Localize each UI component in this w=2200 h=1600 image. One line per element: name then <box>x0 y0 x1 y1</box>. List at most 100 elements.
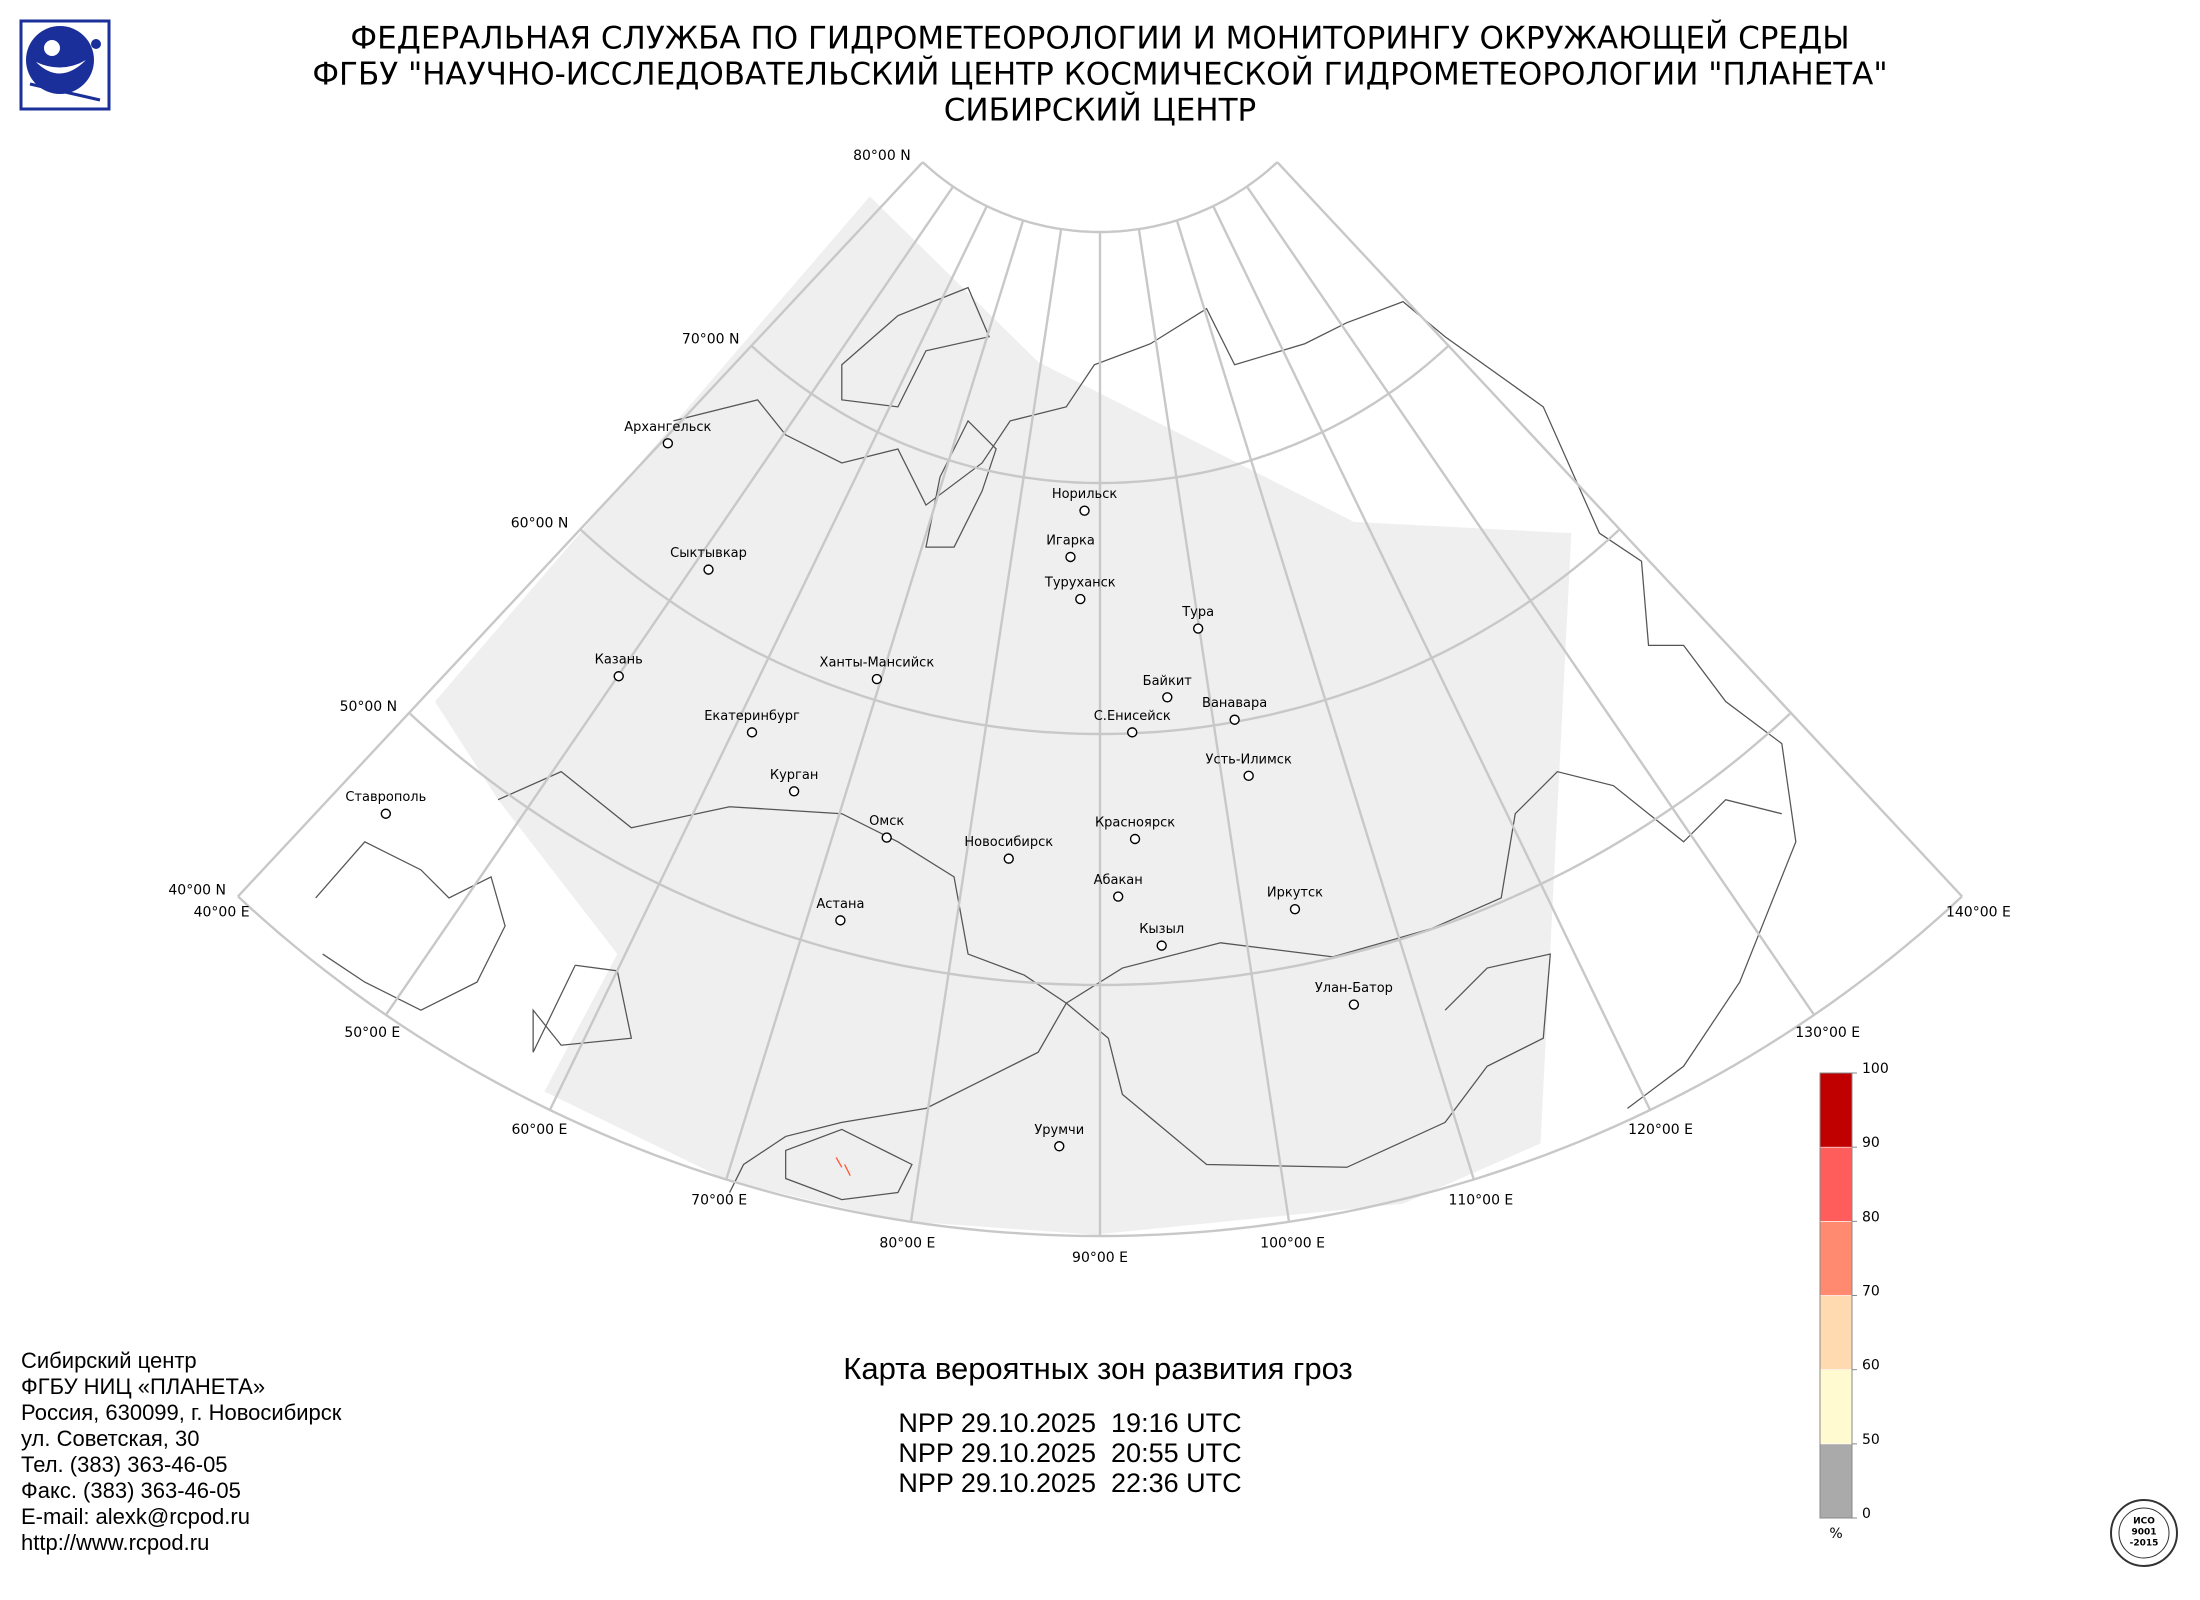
colorbar-segment <box>1819 1369 1853 1445</box>
city-label: Ханты-Мансийск <box>820 656 935 671</box>
meridian <box>384 185 955 1016</box>
city-label: Иркутск <box>1267 886 1323 901</box>
colorbar-segment <box>1819 1295 1853 1370</box>
meridian <box>1212 205 1652 1111</box>
colorbar-tick-label: 90 <box>1862 1135 1880 1151</box>
city-label: Усть-Илимск <box>1206 752 1292 767</box>
city-label: Тура <box>1181 605 1214 620</box>
lon-label: 140°00 E <box>1946 905 2011 921</box>
coverage-area <box>434 196 1572 1235</box>
city-marker <box>613 671 624 682</box>
city-marker <box>1229 714 1240 725</box>
city-label: Урумчи <box>1034 1123 1084 1138</box>
meridian <box>1245 185 1816 1016</box>
city-label: Новосибирск <box>964 835 1053 850</box>
lat-label: 70°00 N <box>682 332 740 348</box>
thunder-zone <box>835 1157 851 1177</box>
meridian <box>1276 161 1963 898</box>
contact-line: ФГБУ НИЦ «ПЛАНЕТА» <box>21 1374 265 1399</box>
badge-text: -2015 <box>2130 1539 2159 1549</box>
city-label: Астана <box>816 897 864 912</box>
city-marker <box>1054 1141 1065 1152</box>
badge-text: 9001 <box>2131 1528 2156 1538</box>
lon-label: 120°00 E <box>1628 1122 1693 1138</box>
city-marker <box>1156 940 1167 951</box>
city-label: Ванавара <box>1202 696 1267 711</box>
city-marker <box>835 915 846 926</box>
meridian <box>1175 220 1475 1180</box>
contact-line: ул. Советская, 30 <box>21 1426 199 1451</box>
colorbar-tick-label: 100 <box>1862 1061 1889 1077</box>
city-marker <box>703 564 714 575</box>
city-marker <box>1162 692 1173 703</box>
lat-label: 60°00 N <box>511 515 569 531</box>
lat-label: 50°00 N <box>340 699 398 715</box>
lat-label: 40°00 N <box>168 882 226 898</box>
contact-line: http://www.rcpod.ru <box>21 1530 209 1555</box>
city-label: Архангельск <box>624 420 711 435</box>
city-marker <box>380 808 392 819</box>
city-marker <box>788 786 800 797</box>
city-label: Курган <box>770 768 818 783</box>
city-label: С.Енисейск <box>1094 709 1171 724</box>
colorbar-tick-label: 60 <box>1862 1358 1880 1374</box>
colorbar-segment <box>1819 1072 1853 1148</box>
pass-time: NPP 29.10.2025 19:16 UTC <box>898 1408 1241 1438</box>
header-line: СИБИРСКИЙ ЦЕНТР <box>944 93 1256 129</box>
lon-label: 60°00 E <box>511 1122 567 1138</box>
city-label: Красноярск <box>1095 815 1175 830</box>
colorbar-tick-label: 50 <box>1862 1432 1880 1448</box>
meridian <box>1137 228 1291 1222</box>
city-marker <box>871 673 883 685</box>
header-line: ФГБУ "НАУЧНО-ИССЛЕДОВАТЕЛЬСКИЙ ЦЕНТР КОС… <box>312 57 1887 93</box>
boundaries <box>315 286 1797 1201</box>
city-label: Кызыл <box>1139 922 1184 937</box>
city-label: Игарка <box>1046 533 1095 548</box>
city-label: Омск <box>869 814 904 829</box>
city-marker <box>1289 903 1301 915</box>
city-marker <box>1348 999 1360 1010</box>
contact-line: Россия, 630099, г. Новосибирск <box>21 1400 342 1425</box>
city-label: Туруханск <box>1044 576 1116 591</box>
city-marker <box>662 438 674 449</box>
city-marker <box>1079 505 1090 516</box>
lon-label: 80°00 E <box>879 1236 935 1252</box>
city-marker <box>1065 551 1076 563</box>
product-info: Карта вероятных зон развития гроз NPP 29… <box>843 1351 1352 1498</box>
header-line: ФЕДЕРАЛЬНАЯ СЛУЖБА ПО ГИДРОМЕТЕОРОЛОГИИ … <box>350 21 1849 57</box>
city-marker <box>1003 853 1014 864</box>
lon-label: 70°00 E <box>691 1192 747 1208</box>
city-label: Улан-Батор <box>1315 981 1393 996</box>
city-label: Казань <box>595 653 643 668</box>
badge-text: ИСО <box>2133 1517 2155 1527</box>
city-marker <box>1075 593 1086 605</box>
meridian <box>909 228 1063 1222</box>
colorbar-tick-label: 0 <box>1862 1506 1871 1522</box>
contact-line: Тел. (383) 363-46-05 <box>21 1452 228 1477</box>
city-label: Абакан <box>1094 873 1143 888</box>
header: ФЕДЕРАЛЬНАЯ СЛУЖБА ПО ГИДРОМЕТЕОРОЛОГИИ … <box>312 21 1887 129</box>
lon-label: 50°00 E <box>344 1025 400 1041</box>
meridian <box>725 220 1025 1180</box>
city-marker <box>1243 770 1254 782</box>
colorbar: 0 50 60 70 80 90 100% <box>1819 1061 1889 1542</box>
logo <box>19 19 111 111</box>
map-base <box>315 196 1797 1235</box>
city-label: Норильск <box>1052 487 1118 502</box>
city-marker <box>1192 623 1204 634</box>
lon-label: 90°00 E <box>1072 1250 1128 1266</box>
meridian <box>237 161 924 898</box>
city-label: Ставрополь <box>345 790 426 805</box>
city-label: Байкит <box>1143 674 1193 689</box>
lon-label: 130°00 E <box>1795 1025 1860 1041</box>
lon-label: 110°00 E <box>1448 1192 1513 1208</box>
city-marker <box>881 832 892 843</box>
lon-label: 100°00 E <box>1260 1236 1325 1252</box>
colorbar-tick-label: 70 <box>1862 1284 1880 1300</box>
city-marker <box>1112 891 1124 902</box>
city-marker <box>1129 833 1141 845</box>
city-label: Екатеринбург <box>704 709 800 724</box>
colorbar-unit: % <box>1829 1526 1842 1542</box>
